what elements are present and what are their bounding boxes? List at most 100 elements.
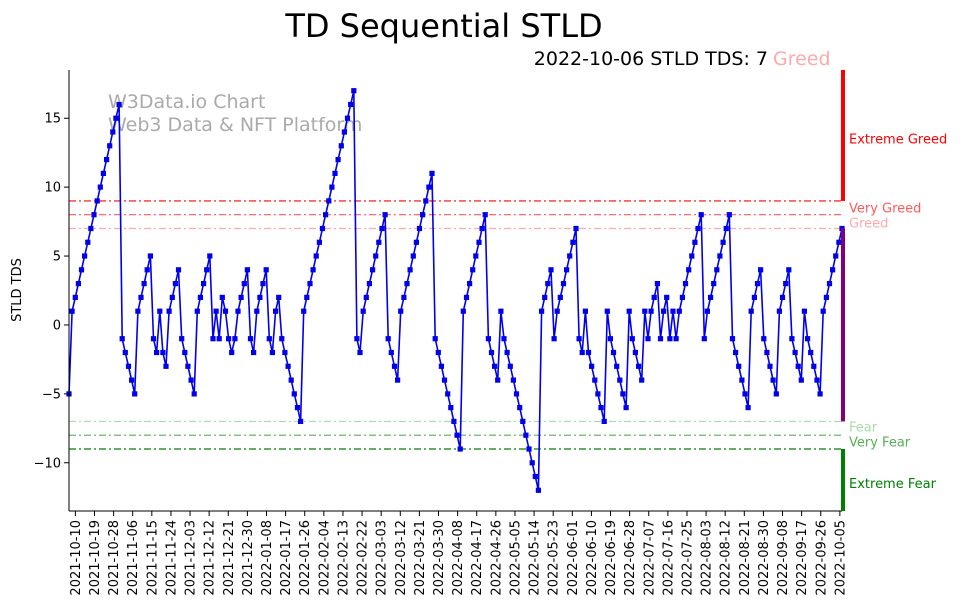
data-point-223 — [764, 349, 770, 356]
y-tick-label-2: 5 — [53, 250, 61, 265]
data-point-178 — [623, 405, 629, 411]
data-point-72 — [291, 391, 297, 397]
data-point-213 — [733, 349, 739, 356]
data-point-9 — [94, 198, 100, 204]
data-point-133 — [482, 212, 488, 218]
data-point-27 — [150, 336, 157, 342]
data-point-99 — [376, 239, 382, 245]
data-point-93 — [357, 349, 363, 356]
data-point-134 — [485, 336, 491, 342]
data-point-122 — [448, 405, 454, 411]
x-tick-label-33: 2022-08-03 — [700, 520, 715, 596]
data-point-100 — [379, 225, 385, 232]
sentiment-bar-segment-0 — [841, 70, 845, 201]
watermark-line-2: Web3 Data & NFT Platform — [108, 114, 362, 136]
data-point-209 — [720, 239, 726, 245]
data-point-201 — [695, 225, 701, 232]
x-tick-label-39: 2022-09-26 — [814, 520, 829, 596]
x-tick-label-9: 2021-12-30 — [241, 520, 256, 596]
axes: 15 10 5 0 −5 −10 2021-10-10 2021-10-19 2021-10-2… — [34, 70, 848, 596]
data-point-162 — [573, 225, 579, 232]
data-point-111 — [413, 239, 419, 245]
data-point-240 — [817, 391, 823, 397]
data-point-53 — [232, 336, 238, 342]
data-point-205 — [708, 294, 714, 300]
x-tick-label-14: 2022-02-13 — [336, 520, 351, 596]
data-point-231 — [789, 336, 795, 342]
data-point-88 — [341, 129, 347, 135]
data-point-12 — [104, 157, 110, 163]
data-point-200 — [692, 239, 698, 245]
data-point-139 — [501, 336, 507, 342]
x-tick-label-2: 2021-10-28 — [107, 520, 122, 596]
data-point-181 — [632, 349, 638, 356]
x-tick-label-38: 2022-09-17 — [795, 520, 810, 596]
data-point-159 — [564, 267, 570, 273]
x-tick-label-11: 2022-01-17 — [279, 520, 294, 596]
data-point-210 — [723, 225, 729, 232]
data-point-186 — [648, 308, 654, 314]
zone-label-3: Fear — [849, 420, 878, 435]
data-point-128 — [467, 281, 473, 287]
data-point-141 — [507, 363, 513, 369]
x-tick-label-25: 2022-05-23 — [547, 520, 562, 596]
chart-title: TD Sequential STLD — [284, 7, 602, 45]
data-point-85 — [332, 170, 338, 176]
data-point-207 — [714, 267, 720, 273]
data-point-127 — [463, 294, 470, 300]
data-point-202 — [698, 212, 704, 218]
data-point-188 — [654, 281, 660, 287]
data-point-56 — [241, 281, 247, 287]
data-point-37 — [182, 349, 188, 356]
data-point-230 — [786, 267, 792, 273]
data-point-75 — [301, 308, 307, 314]
data-point-57 — [244, 267, 250, 273]
data-point-224 — [767, 363, 773, 369]
data-point-130 — [473, 253, 479, 259]
x-tick-label-21: 2022-04-17 — [470, 520, 485, 596]
data-point-49 — [219, 294, 225, 300]
data-point-196 — [679, 294, 685, 300]
x-tick-label-16: 2022-03-03 — [375, 520, 390, 596]
zone-label-0: Extreme Greed — [849, 132, 947, 147]
data-point-243 — [826, 281, 833, 287]
data-point-94 — [360, 308, 366, 314]
data-point-65 — [269, 349, 275, 356]
data-point-138 — [498, 308, 504, 314]
x-tick-label-6: 2021-12-03 — [184, 520, 199, 596]
data-point-149 — [532, 473, 538, 480]
data-point-44 — [204, 267, 210, 273]
data-point-193 — [670, 308, 676, 314]
data-point-166 — [585, 349, 592, 356]
data-point-40 — [191, 391, 197, 397]
y-tick-label-0: 15 — [44, 112, 61, 127]
data-point-211 — [726, 212, 732, 218]
data-point-17 — [119, 336, 125, 342]
data-point-124 — [454, 432, 460, 438]
x-tick-label-23: 2022-05-05 — [508, 520, 523, 596]
data-point-132 — [479, 225, 485, 232]
data-point-197 — [682, 281, 689, 287]
data-point-86 — [335, 157, 341, 163]
data-point-107 — [401, 294, 407, 300]
data-point-13 — [107, 143, 113, 149]
data-point-82 — [323, 212, 329, 218]
x-tick-label-3: 2021-11-06 — [126, 520, 141, 596]
data-point-226 — [773, 391, 779, 397]
data-point-29 — [157, 308, 163, 314]
data-point-172 — [604, 308, 610, 314]
data-point-198 — [686, 267, 692, 273]
data-point-96 — [366, 281, 372, 287]
data-point-234 — [798, 377, 804, 383]
data-point-21 — [132, 391, 138, 397]
data-point-48 — [216, 336, 222, 342]
data-point-52 — [229, 349, 235, 356]
data-point-137 — [495, 377, 501, 383]
data-point-67 — [276, 294, 282, 300]
data-point-6 — [85, 239, 91, 245]
x-tick-label-29: 2022-06-28 — [623, 520, 638, 596]
data-point-143 — [513, 391, 520, 397]
data-point-95 — [363, 294, 369, 300]
